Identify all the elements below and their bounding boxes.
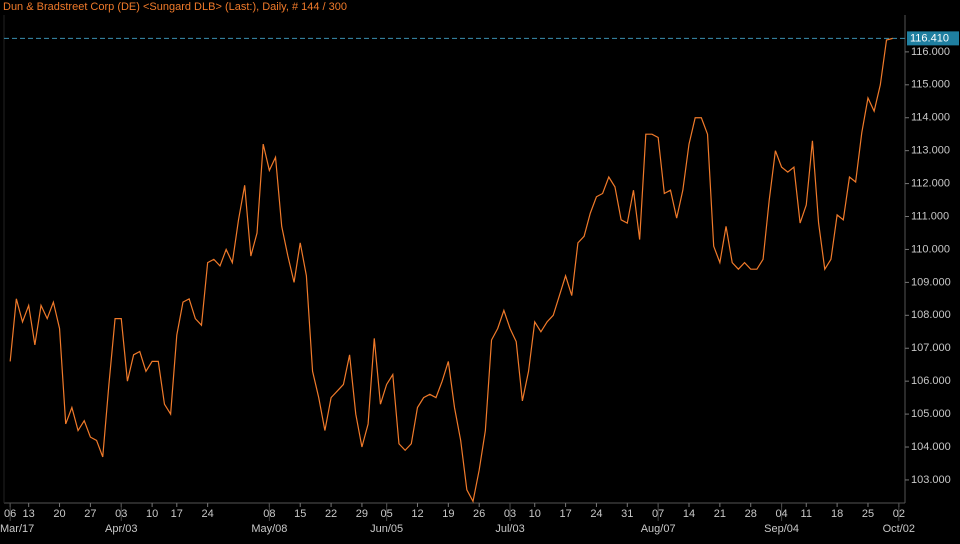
price-line xyxy=(9,37,893,504)
x-tick-label: 19 xyxy=(442,508,454,520)
x-tick-label: 24 xyxy=(202,508,214,520)
x-tick-label: 17 xyxy=(559,508,571,520)
y-tick-label: 110.000 xyxy=(911,243,950,255)
x-tick-label: 15 xyxy=(294,508,306,520)
month-label: Apr/03 xyxy=(105,523,137,535)
y-tick-label: 106.000 xyxy=(911,375,951,387)
month-label: Jun/05 xyxy=(370,523,403,535)
x-tick-label: 18 xyxy=(831,508,843,520)
y-tick-label: 107.000 xyxy=(911,342,951,354)
x-tick-label: 24 xyxy=(590,508,602,520)
y-tick-label: 113.000 xyxy=(911,145,950,157)
last-price-box xyxy=(907,31,959,46)
x-tick-label: 12 xyxy=(411,508,423,520)
y-tick-label: 116.000 xyxy=(911,46,950,58)
month-label: Oct/02 xyxy=(883,523,915,535)
x-tick-label: 11 xyxy=(801,508,812,520)
month-label: Aug/07 xyxy=(641,523,676,535)
x-tick-label: 10 xyxy=(146,508,158,520)
y-tick-label: 109.000 xyxy=(911,276,951,288)
month-label: Jul/03 xyxy=(495,523,524,535)
x-tick-label: 25 xyxy=(862,508,874,520)
y-tick-label: 103.000 xyxy=(911,474,951,486)
y-tick-label: 115.000 xyxy=(911,79,950,91)
x-tick-label: 29 xyxy=(356,508,368,520)
x-tick-label: 17 xyxy=(171,508,183,520)
month-label: Mar/17 xyxy=(0,523,34,535)
last-price-label: 116.410 xyxy=(910,32,949,44)
x-tick-label: 14 xyxy=(683,508,695,520)
x-tick-label: 21 xyxy=(714,508,726,520)
chart-title: Dun & Bradstreet Corp (DE) <Sungard DLB>… xyxy=(3,1,347,13)
y-tick-label: 104.000 xyxy=(911,441,951,453)
y-tick-label: 111.000 xyxy=(911,210,949,222)
y-tick-label: 108.000 xyxy=(911,309,951,321)
x-tick-label: 22 xyxy=(325,508,337,520)
x-tick-label: 31 xyxy=(621,508,633,520)
y-tick-label: 105.000 xyxy=(911,408,951,420)
y-tick-label: 112.000 xyxy=(911,178,950,190)
x-tick-label: 26 xyxy=(473,508,485,520)
x-tick-label: 20 xyxy=(53,508,65,520)
x-tick-label: 13 xyxy=(23,508,35,520)
month-label: Sep/04 xyxy=(764,523,799,535)
x-tick-label: 28 xyxy=(745,508,757,520)
y-tick-label: 114.000 xyxy=(911,112,950,124)
x-tick-label: 10 xyxy=(529,508,541,520)
month-label: May/08 xyxy=(251,523,287,535)
x-tick-label: 27 xyxy=(84,508,96,520)
